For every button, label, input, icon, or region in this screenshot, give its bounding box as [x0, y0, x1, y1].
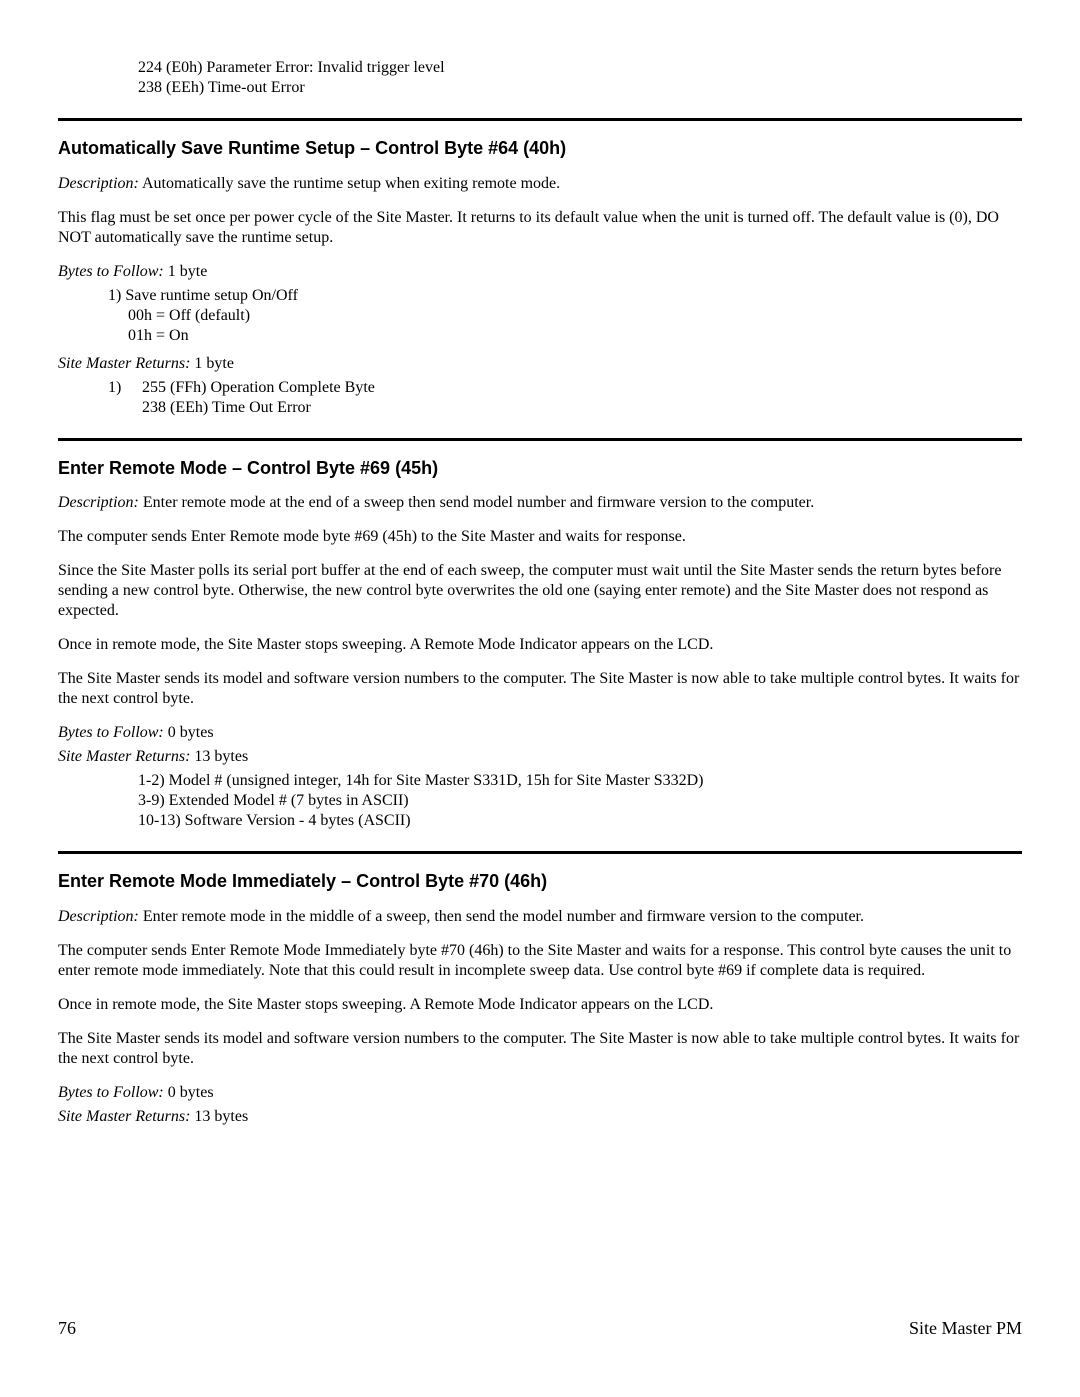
return-num: 1) [108, 378, 142, 418]
page-number: 76 [58, 1317, 76, 1340]
section-69-para1: The computer sends Enter Remote mode byt… [58, 527, 1022, 547]
btf-label: Bytes to Follow: [58, 263, 164, 280]
section-64-returns: 1) 255 (FFh) Operation Complete Byte 238… [58, 378, 1022, 418]
smr-text: 13 bytes [194, 748, 248, 765]
section-69-btf: Bytes to Follow: 0 bytes [58, 723, 1022, 743]
section-70-smr: Site Master Returns: 13 bytes [58, 1107, 1022, 1127]
desc-label: Description: [58, 494, 139, 511]
section-69-smr: Site Master Returns: 13 bytes [58, 747, 1022, 767]
section-69-desc: Description: Enter remote mode at the en… [58, 493, 1022, 513]
footer-title: Site Master PM [909, 1317, 1022, 1340]
return-line: 3-9) Extended Model # (7 bytes in ASCII) [138, 791, 1022, 811]
btf-sub: 01h = On [108, 326, 1022, 346]
divider [58, 851, 1022, 854]
smr-label: Site Master Returns: [58, 748, 190, 765]
section-64-btf: Bytes to Follow: 1 byte [58, 262, 1022, 282]
btf-item: 1) Save runtime setup On/Off [108, 286, 1022, 306]
desc-text: Enter remote mode in the middle of a swe… [143, 908, 864, 925]
smr-label: Site Master Returns: [58, 355, 190, 372]
section-64-heading: Automatically Save Runtime Setup – Contr… [58, 137, 1022, 160]
smr-label: Site Master Returns: [58, 1108, 190, 1125]
divider [58, 438, 1022, 441]
page-footer: 76 Site Master PM [58, 1317, 1022, 1340]
section-70-desc: Description: Enter remote mode in the mi… [58, 907, 1022, 927]
section-70-btf: Bytes to Follow: 0 bytes [58, 1083, 1022, 1103]
section-70-heading: Enter Remote Mode Immediately – Control … [58, 870, 1022, 893]
divider [58, 118, 1022, 121]
top-errors: 224 (E0h) Parameter Error: Invalid trigg… [58, 58, 1022, 98]
btf-text: 1 byte [168, 263, 208, 280]
section-69-heading: Enter Remote Mode – Control Byte #69 (45… [58, 457, 1022, 480]
section-64-smr: Site Master Returns: 1 byte [58, 354, 1022, 374]
top-error-2: 238 (EEh) Time-out Error [138, 78, 1022, 98]
btf-sub: 00h = Off (default) [108, 306, 1022, 326]
btf-text: 0 bytes [168, 1084, 214, 1101]
btf-label: Bytes to Follow: [58, 1084, 164, 1101]
section-70-para3: The Site Master sends its model and soft… [58, 1029, 1022, 1069]
desc-label: Description: [58, 908, 139, 925]
btf-text: 0 bytes [168, 724, 214, 741]
section-70-para1: The computer sends Enter Remote Mode Imm… [58, 941, 1022, 981]
smr-text: 13 bytes [194, 1108, 248, 1125]
return-line: 255 (FFh) Operation Complete Byte [142, 378, 375, 398]
section-69-para3: Once in remote mode, the Site Master sto… [58, 635, 1022, 655]
desc-label: Description: [58, 175, 139, 192]
btf-label: Bytes to Follow: [58, 724, 164, 741]
section-70-para2: Once in remote mode, the Site Master sto… [58, 995, 1022, 1015]
return-line: 1-2) Model # (unsigned integer, 14h for … [138, 771, 1022, 791]
top-error-1: 224 (E0h) Parameter Error: Invalid trigg… [138, 58, 1022, 78]
section-69-para2: Since the Site Master polls its serial p… [58, 561, 1022, 621]
section-64-para1: This flag must be set once per power cyc… [58, 208, 1022, 248]
section-64-desc: Description: Automatically save the runt… [58, 174, 1022, 194]
section-69-returns: 1-2) Model # (unsigned integer, 14h for … [58, 771, 1022, 831]
desc-text: Automatically save the runtime setup whe… [142, 175, 560, 192]
return-line: 10-13) Software Version - 4 bytes (ASCII… [138, 811, 1022, 831]
section-69-para4: The Site Master sends its model and soft… [58, 669, 1022, 709]
return-line: 238 (EEh) Time Out Error [142, 398, 375, 418]
smr-text: 1 byte [194, 355, 234, 372]
section-64-btf-items: 1) Save runtime setup On/Off 00h = Off (… [58, 286, 1022, 346]
desc-text: Enter remote mode at the end of a sweep … [143, 494, 814, 511]
